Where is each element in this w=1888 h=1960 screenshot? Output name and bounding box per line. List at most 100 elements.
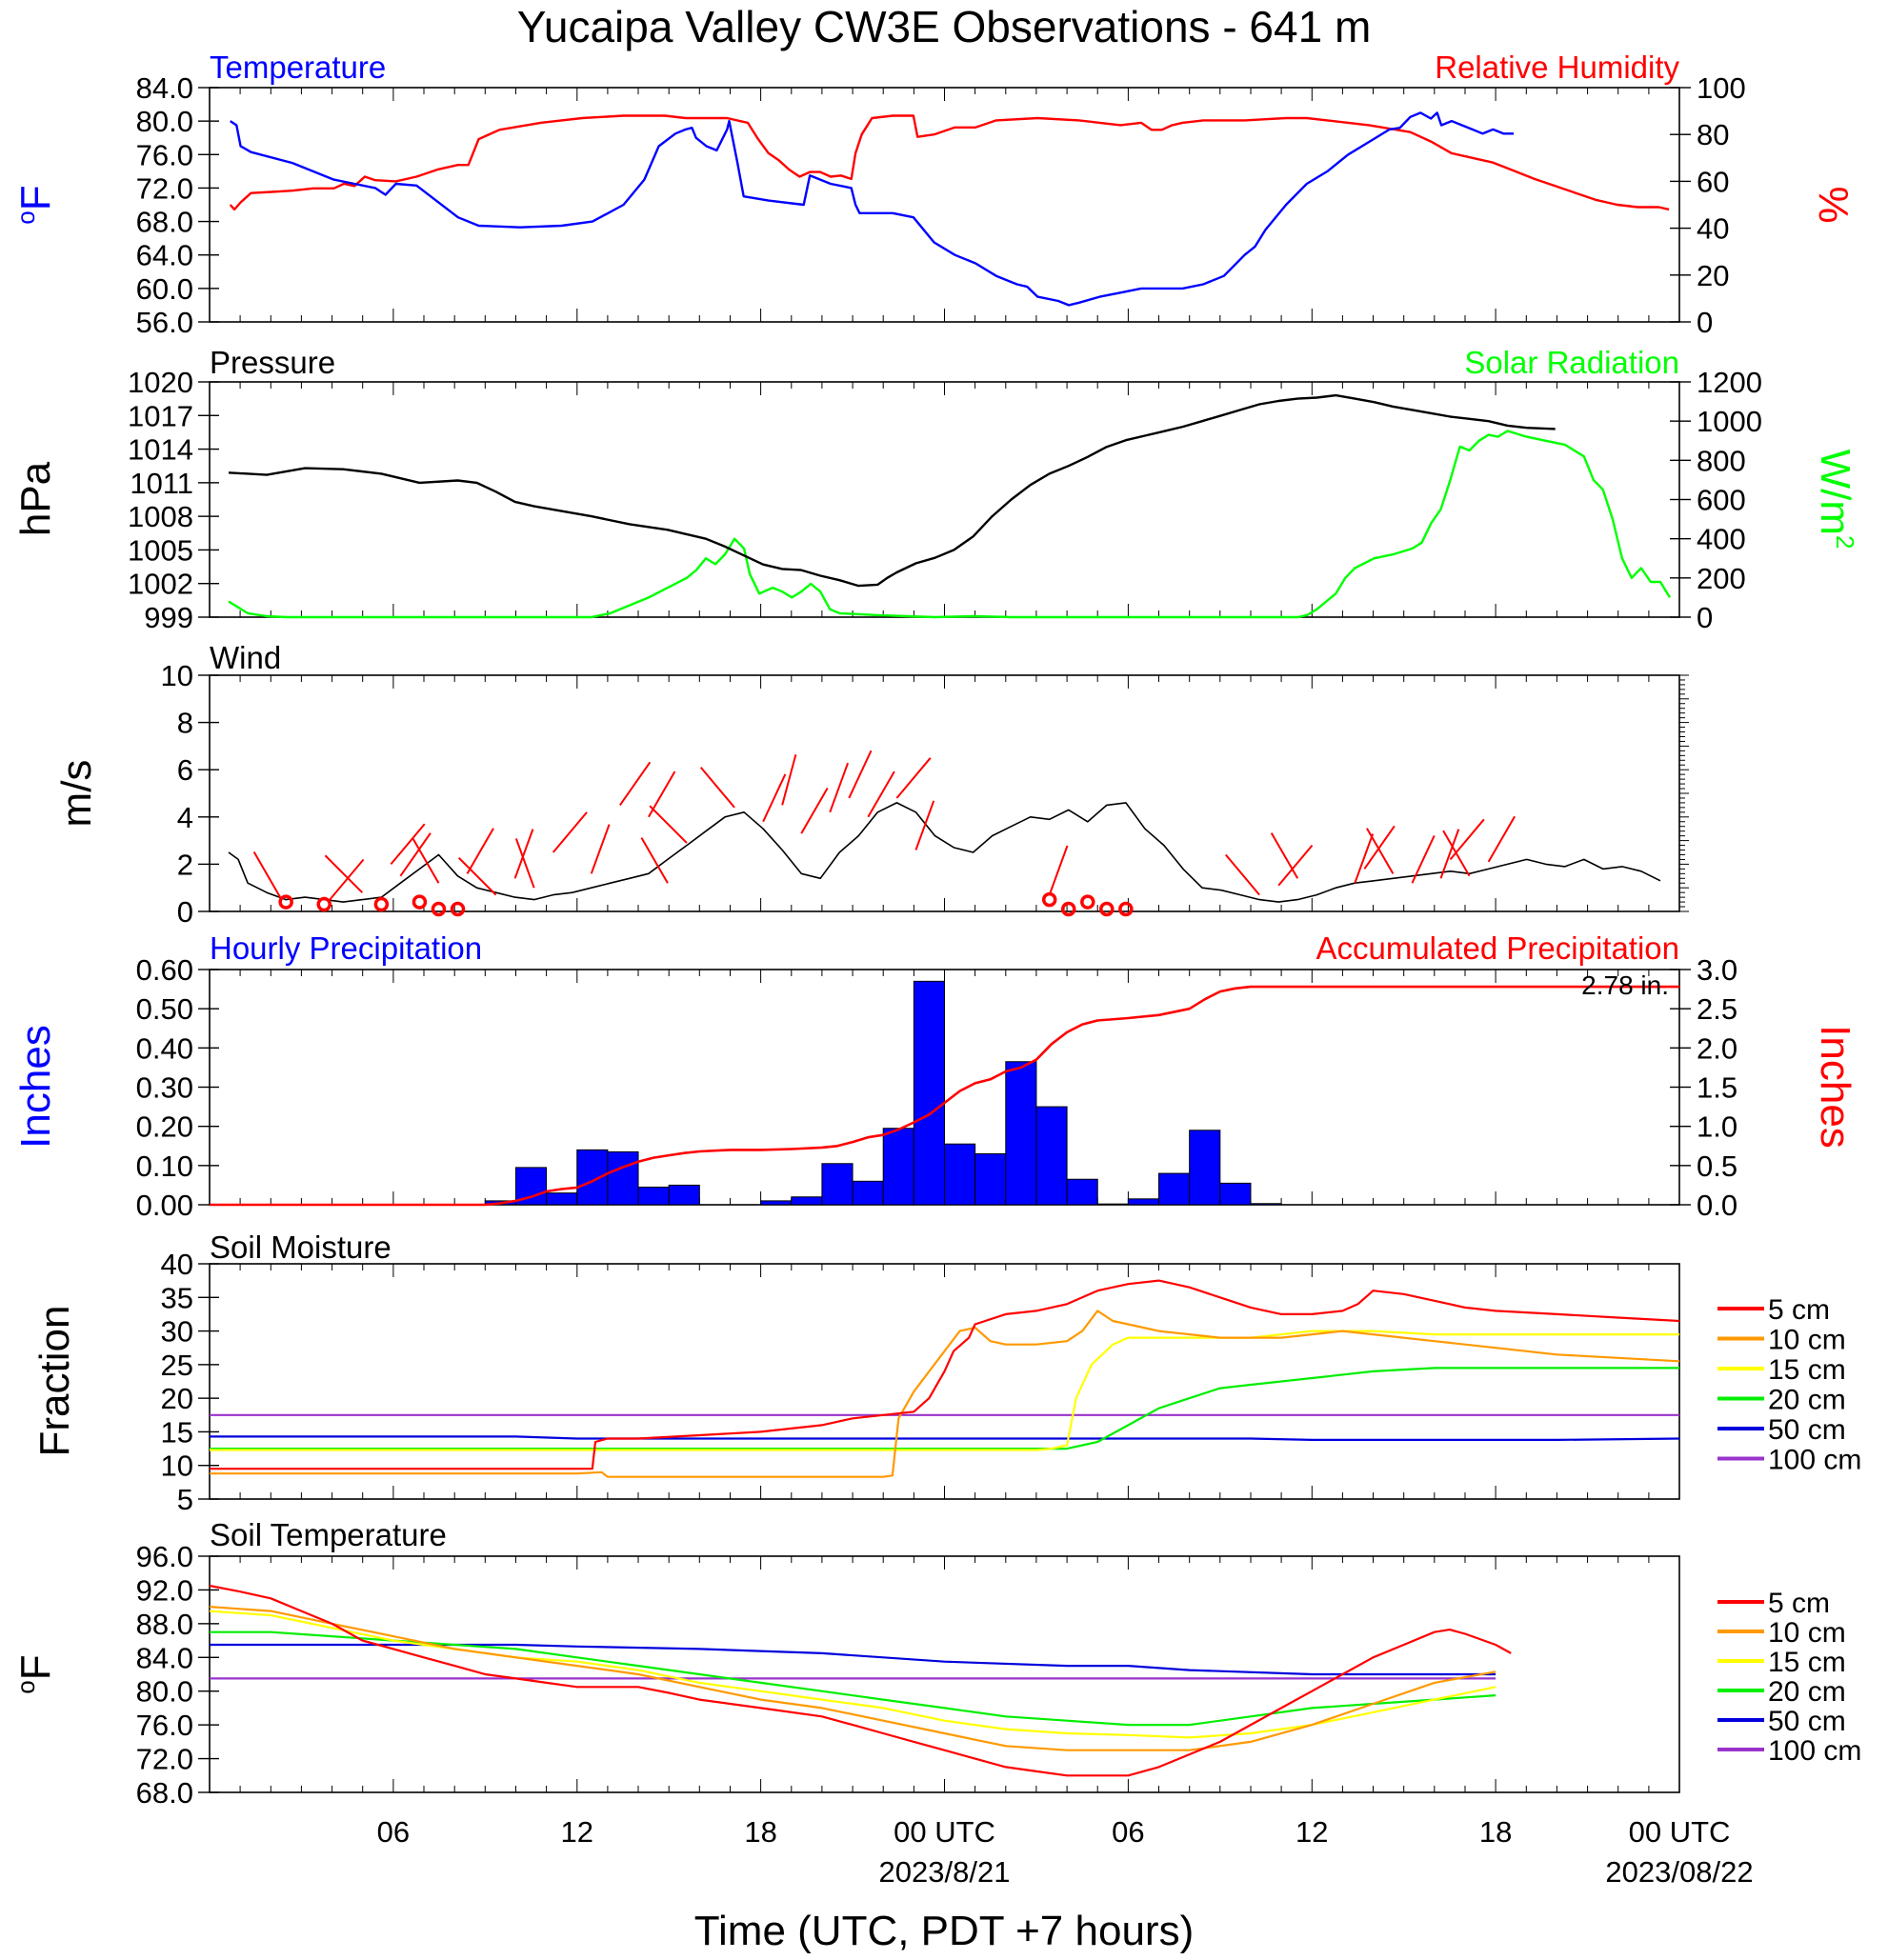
pressure-y-tick-label: 1011 (130, 467, 193, 500)
figure-title: Yucaipa Valley CW3E Observations - 641 m (517, 2, 1372, 51)
temp_rh-y-tick-label: 68.0 (136, 206, 193, 239)
hourly-precip-bar (760, 1200, 793, 1206)
soil-temp-title: Soil Temperature (210, 1517, 447, 1552)
wind-y-tick-label: 10 (161, 659, 193, 692)
wind-barb (781, 754, 797, 806)
soil_moisture-y-tick-label: 25 (161, 1349, 193, 1382)
soil-temp-15cm-line (209, 1610, 1496, 1739)
wind-barb (1439, 829, 1460, 879)
soil_temp-y-tick-label: 80.0 (136, 1675, 193, 1709)
precip-y-tick-label: 0.20 (136, 1110, 193, 1144)
temp_rh-y2-tick-label: 20 (1697, 259, 1729, 292)
x-tick-label: 00 UTC (894, 1815, 995, 1849)
wind-barb (914, 800, 935, 850)
wind-barb (412, 837, 440, 884)
soil_temp-y-tick-label: 68.0 (136, 1776, 193, 1810)
precip-y2-tick-label: 2.5 (1697, 992, 1737, 1026)
soil-temp-legend-label: 15 cm (1768, 1647, 1846, 1678)
x-tick-date-label: 2023/08/22 (1605, 1855, 1753, 1889)
temp_rh-y-tick-label: 84.0 (136, 71, 193, 105)
soil-temp-legend-label: 20 cm (1768, 1676, 1846, 1708)
precip-y-tick-label: 0.00 (136, 1189, 193, 1222)
temp_rh-y2-tick-label: 60 (1697, 165, 1729, 198)
soil_moisture-y-tick-label: 10 (161, 1450, 193, 1483)
pressure-x-ticks (209, 382, 1680, 617)
temperature-ylabel: oF (11, 185, 59, 224)
soil-temp-10cm-line (209, 1606, 1496, 1751)
wind-y-tick-label: 8 (177, 707, 193, 740)
soil-moisture-ylabel: Fraction (31, 1306, 78, 1457)
soil-moisture-20cm-line (210, 1367, 1679, 1450)
x-tick-date-label: 2023/8/21 (879, 1855, 1011, 1889)
temp_rh-y-tick-label: 76.0 (136, 138, 193, 171)
temp_rh-y-tick-label: 56.0 (136, 306, 193, 339)
wind-barb (399, 832, 432, 877)
pressure-line (228, 393, 1556, 588)
hourly-precip-bar (1035, 1106, 1068, 1206)
accum-precip-ylabel: Inches (1812, 1025, 1858, 1149)
precip-y-tick-label: 0.50 (136, 992, 193, 1026)
wind-barb (640, 837, 669, 884)
soil-moisture-50cm-line (210, 1435, 1680, 1441)
wind-barb (1366, 828, 1395, 874)
wind-barb (324, 854, 364, 893)
soil-moisture-legend-label: 20 cm (1768, 1385, 1846, 1416)
soil-temp-legend-label: 10 cm (1768, 1617, 1846, 1649)
soil-moisture-10cm-line (210, 1310, 1680, 1478)
wind-barb (390, 823, 426, 866)
hourly-precip-bar (1005, 1061, 1037, 1206)
pressure-y-tick-label: 1008 (128, 500, 193, 533)
wind-barb (513, 829, 534, 879)
calm-wind-marker (278, 894, 293, 910)
soil_moisture-x-ticks (209, 1264, 1680, 1499)
wind-barb (514, 838, 535, 889)
accum-precip-title: Accumulated Precipitation (1316, 930, 1679, 966)
soil-moisture-15cm-line (210, 1330, 1679, 1451)
x-tick-label: 00 UTC (1629, 1815, 1731, 1849)
calm-wind-marker (373, 896, 390, 912)
pressure-y2-tick-label: 1200 (1697, 366, 1762, 399)
hourly-precip-bar (1219, 1182, 1252, 1206)
x-axis: 06 12 18 00 UTC 2023/8/21 06 12 18 00 UTC 2023/08… (377, 1815, 1754, 1889)
wind-barb (762, 773, 787, 823)
hourly-precip-bar (791, 1196, 823, 1206)
accum-total-label: 2.78 in. (1581, 970, 1669, 1000)
soil_moisture-y-tick-label: 20 (161, 1382, 193, 1415)
calm-wind-marker (316, 896, 331, 912)
solar-radiation-line (228, 430, 1672, 619)
hourly-precip-bar (821, 1163, 854, 1206)
wind-speed-line (228, 802, 1661, 903)
hourly-precip-bar (637, 1186, 670, 1206)
hourly-precip-bar (1250, 1203, 1282, 1206)
x-tick-label: 06 (377, 1815, 410, 1849)
solar-ylabel: W/m2 (1812, 450, 1859, 550)
temp_rh-y2-tick-label: 80 (1697, 118, 1729, 151)
temperature-line (230, 111, 1515, 307)
wind-barb (1363, 825, 1396, 870)
wind-barb (252, 850, 282, 898)
temp_rh-y2-tick-label: 0 (1697, 306, 1713, 339)
wind-barb (1411, 834, 1436, 884)
wind-barb (1354, 833, 1375, 884)
soil-moisture-legend-label: 5 cm (1768, 1294, 1830, 1326)
soil-temp-ylabel: oF (11, 1654, 59, 1693)
wind-barb (466, 828, 494, 874)
wind-barb (1048, 845, 1069, 895)
wind-barb (800, 788, 829, 834)
soil-moisture-legend-label: 50 cm (1768, 1414, 1846, 1446)
wind-barb (329, 858, 365, 901)
calm-wind-marker (1080, 894, 1095, 910)
precip-y2-tick-label: 3.0 (1697, 953, 1737, 987)
wind-ylabel: m/s (53, 760, 100, 828)
hourly-precip-bar (913, 980, 946, 1206)
hourly-precip-bar (1127, 1198, 1160, 1206)
temp_rh-y2-tick-label: 40 (1697, 212, 1729, 246)
calm-wind-marker (412, 894, 428, 910)
rh-title: Relative Humidity (1435, 50, 1679, 85)
precip-y2-tick-label: 0.5 (1697, 1150, 1737, 1183)
soil_temp-y-tick-label: 96.0 (136, 1540, 193, 1573)
pressure-y-tick-label: 1005 (128, 533, 193, 567)
wind-frame (209, 674, 1680, 912)
temp_rh-y-tick-label: 72.0 (136, 171, 193, 205)
wind-barb (1277, 844, 1314, 887)
